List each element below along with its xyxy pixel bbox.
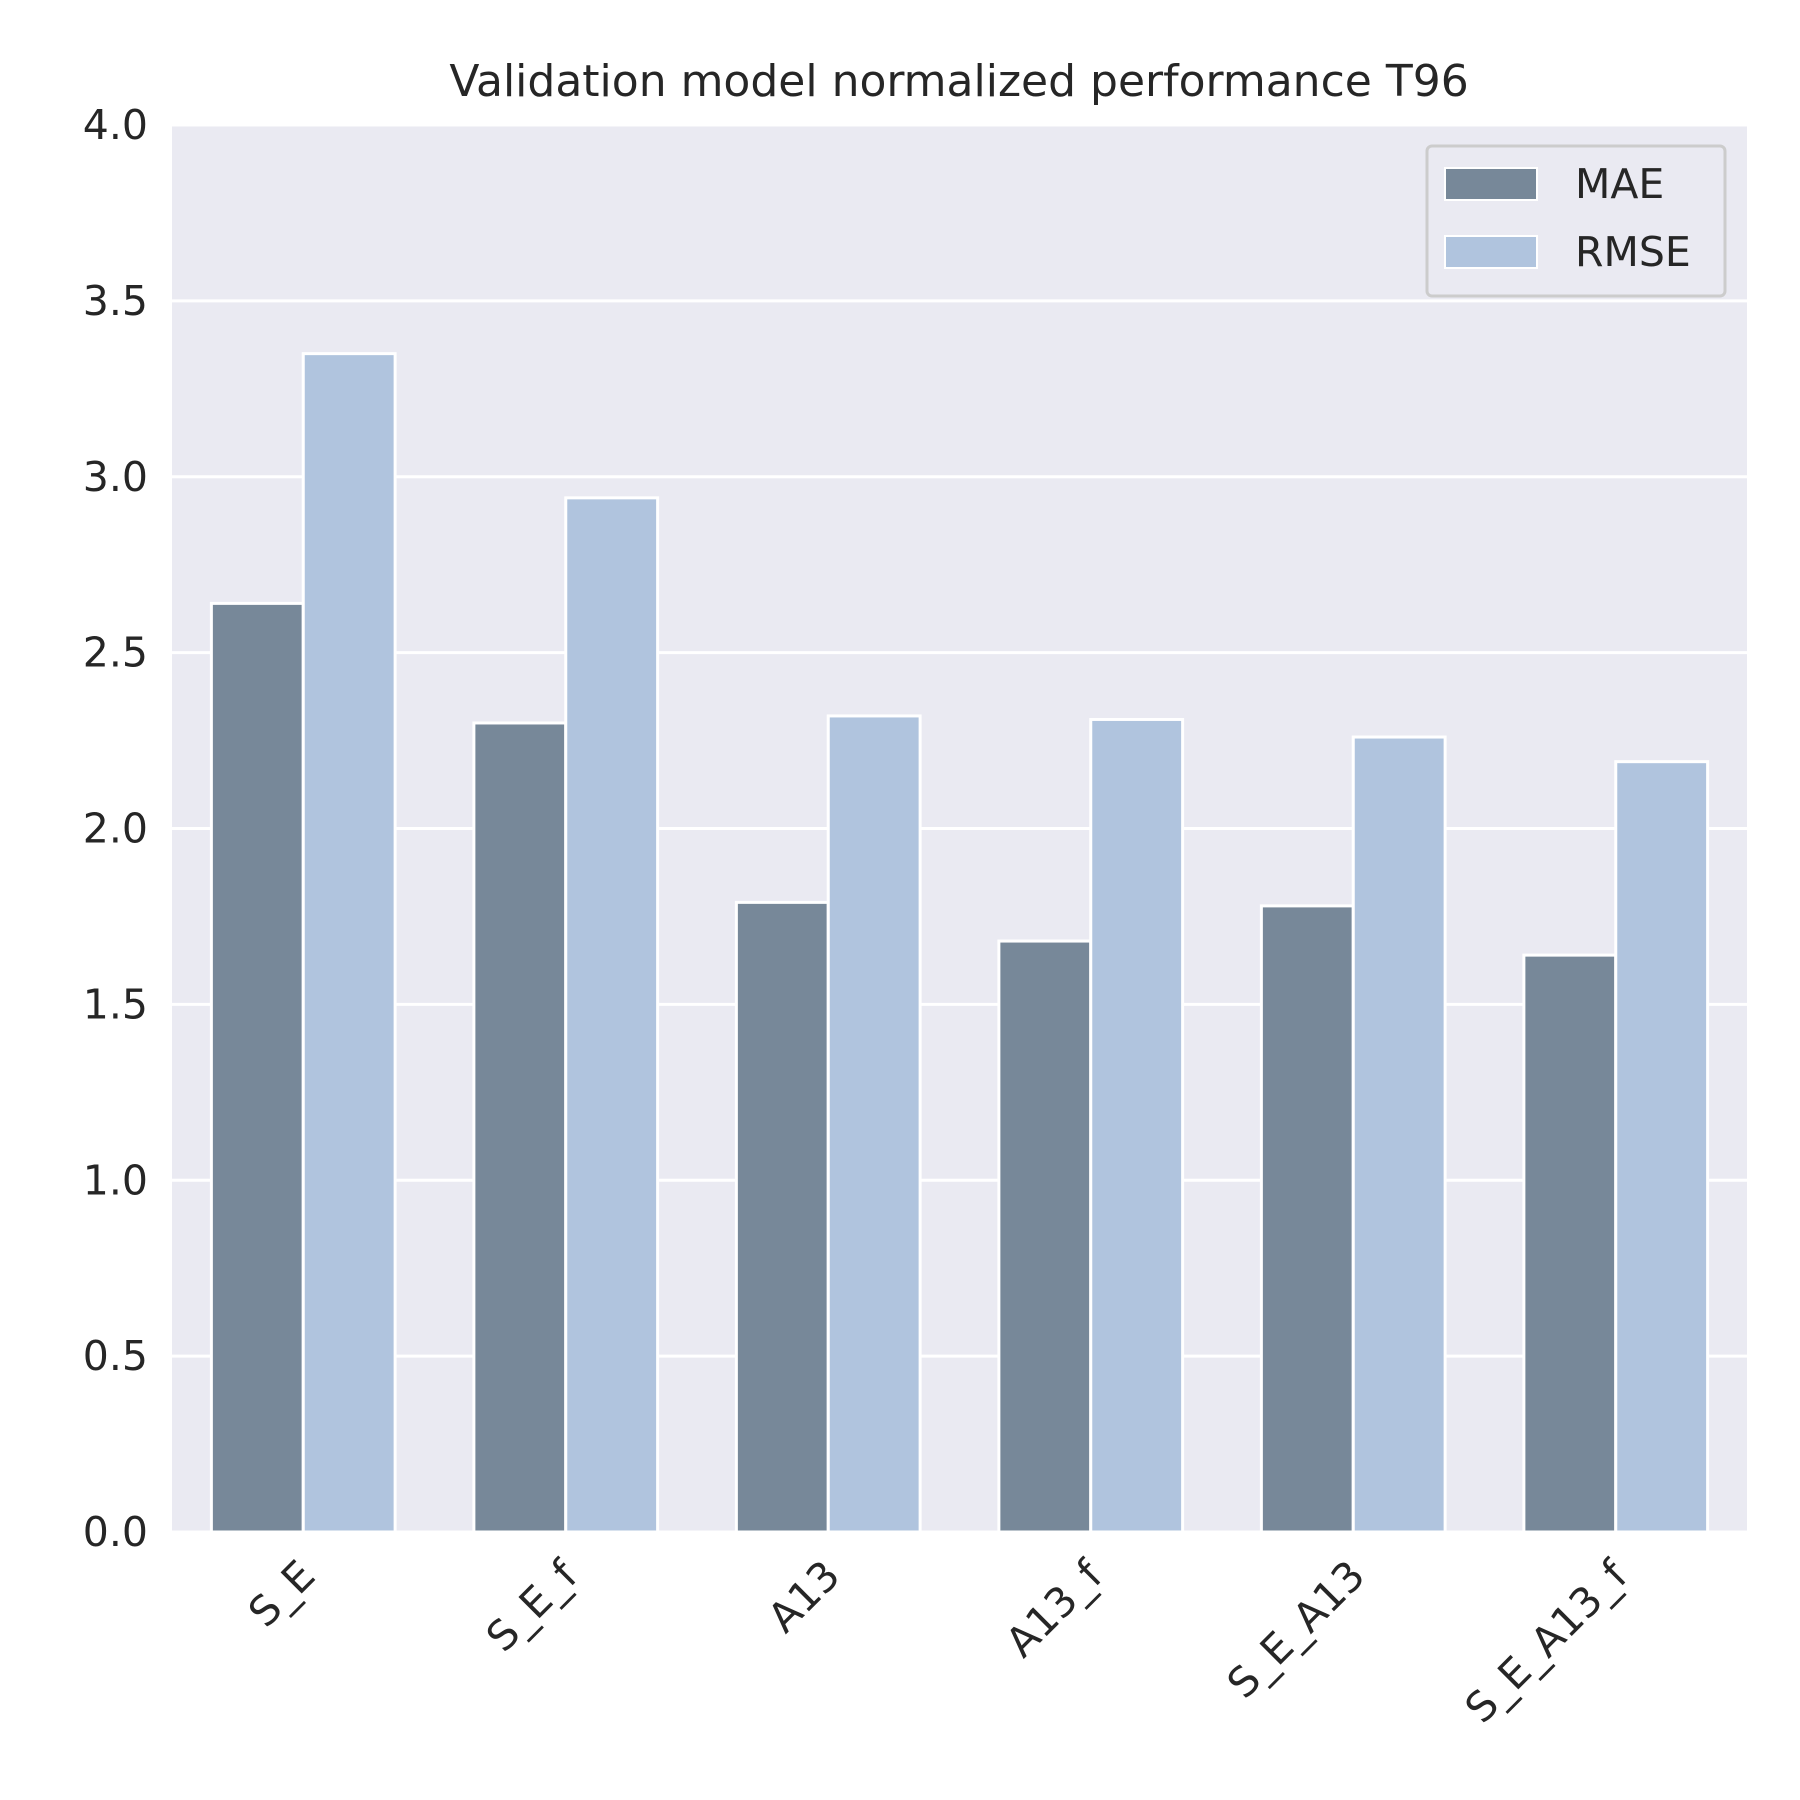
y-tick-label: 0.0 [83, 1508, 148, 1556]
legend: MAE RMSE [1425, 144, 1727, 298]
legend-swatch-rmse [1444, 235, 1538, 269]
bar-mae-s-e-a13-f [1522, 953, 1618, 1534]
x-tick-label: S_E_f [477, 1550, 588, 1661]
y-tick-label: 2.5 [83, 629, 148, 677]
bar-mae-a13-f [997, 939, 1093, 1534]
legend-label-mae: MAE [1575, 160, 1664, 208]
x-axis-ticks: S_E S_E_f A13 A13_f S_E_A13 S_E_A13_f [239, 1550, 1638, 1732]
bar-mae-s-e-f [472, 721, 568, 1534]
bar-mae-s-e-a13 [1259, 904, 1355, 1534]
bars [209, 352, 1710, 1534]
y-tick-label: 3.0 [83, 453, 148, 501]
y-tick-label: 0.5 [83, 1332, 148, 1380]
x-tick-label: A13 [759, 1551, 850, 1642]
bar-rmse-s-e [301, 352, 397, 1534]
bar-rmse-a13-f [1089, 717, 1185, 1534]
bar-mae-s-e [209, 601, 305, 1534]
y-tick-label: 1.5 [83, 980, 148, 1028]
y-tick-label: 2.0 [83, 805, 148, 853]
x-tick-label: A13_f [996, 1550, 1112, 1666]
x-tick-label: S_E_A13 [1218, 1551, 1374, 1707]
y-axis-ticks: 0.0 0.5 1.0 1.5 2.0 2.5 3.0 3.5 4.0 [83, 101, 148, 1556]
bar-mae-a13 [734, 900, 830, 1534]
x-tick-label: S_E_A13_f [1456, 1550, 1638, 1732]
bar-rmse-s-e-f [564, 496, 660, 1534]
y-tick-label: 3.5 [83, 277, 148, 325]
bar-rmse-s-e-a13 [1351, 735, 1447, 1534]
bar-rmse-s-e-a13-f [1614, 760, 1710, 1534]
y-tick-label: 1.0 [83, 1156, 148, 1204]
legend-label-rmse: RMSE [1575, 228, 1691, 276]
x-tick-label: S_E [239, 1551, 324, 1636]
grid-lines [172, 123, 1747, 1534]
legend-swatch-mae [1444, 167, 1538, 201]
y-tick-label: 4.0 [83, 101, 148, 149]
bar-rmse-a13 [826, 714, 922, 1534]
chart-title: Validation model normalized performance … [449, 56, 1468, 107]
